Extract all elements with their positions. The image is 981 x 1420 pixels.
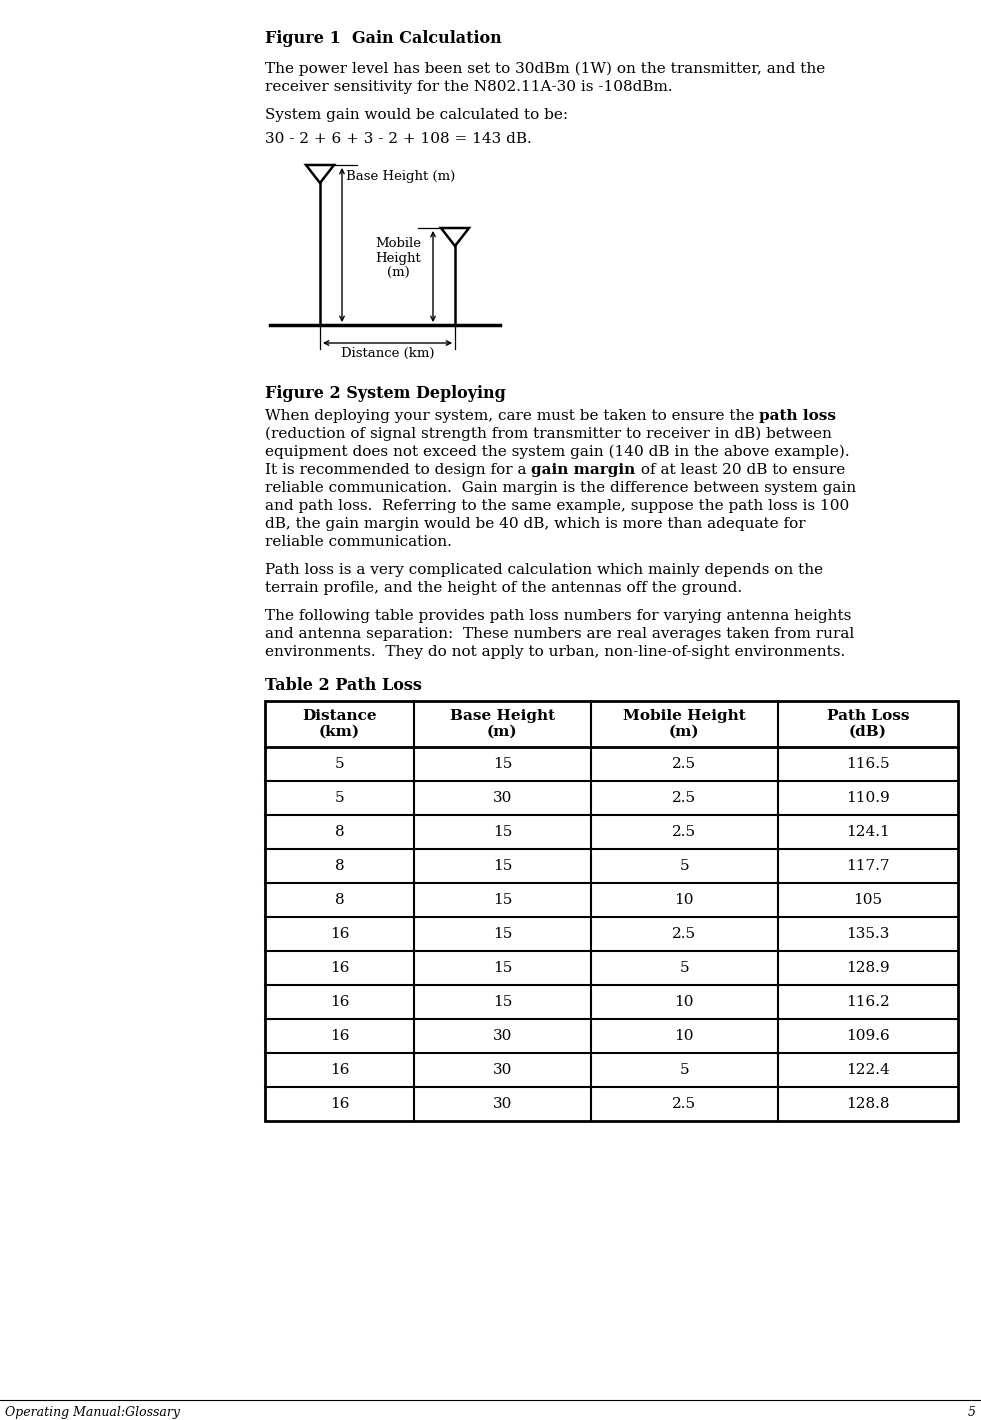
Text: 110.9: 110.9: [846, 791, 890, 805]
Text: 117.7: 117.7: [847, 859, 890, 873]
Text: (reduction of signal strength from transmitter to receiver in dB) between: (reduction of signal strength from trans…: [265, 427, 832, 442]
Text: 8: 8: [335, 893, 344, 907]
Text: Distance (km): Distance (km): [340, 346, 435, 361]
Text: 16: 16: [330, 927, 349, 941]
Text: Mobile Height
(m): Mobile Height (m): [623, 709, 746, 738]
Text: Table 2 Path Loss: Table 2 Path Loss: [265, 677, 422, 694]
Text: 15: 15: [492, 893, 512, 907]
Text: Figure 2 System Deploying: Figure 2 System Deploying: [265, 385, 506, 402]
Text: equipment does not exceed the system gain (140 dB in the above example).: equipment does not exceed the system gai…: [265, 444, 850, 460]
Text: The following table provides path loss numbers for varying antenna heights: The following table provides path loss n…: [265, 609, 852, 623]
Text: 30: 30: [492, 1064, 512, 1076]
Text: and antenna separation:  These numbers are real averages taken from rural: and antenna separation: These numbers ar…: [265, 628, 854, 640]
Text: Base Height (m): Base Height (m): [346, 170, 455, 183]
Text: 30: 30: [492, 1030, 512, 1044]
Text: Path loss is a very complicated calculation which mainly depends on the: Path loss is a very complicated calculat…: [265, 562, 823, 577]
Text: path loss: path loss: [759, 409, 836, 423]
Text: 15: 15: [492, 859, 512, 873]
Text: 124.1: 124.1: [846, 825, 890, 839]
Text: 30 - 2 + 6 + 3 - 2 + 108 = 143 dB.: 30 - 2 + 6 + 3 - 2 + 108 = 143 dB.: [265, 132, 532, 146]
Text: 16: 16: [330, 1098, 349, 1110]
Text: 16: 16: [330, 995, 349, 1010]
Text: 30: 30: [492, 791, 512, 805]
Text: dB, the gain margin would be 40 dB, which is more than adequate for: dB, the gain margin would be 40 dB, whic…: [265, 517, 805, 531]
Text: Figure 1  Gain Calculation: Figure 1 Gain Calculation: [265, 30, 501, 47]
Text: Distance
(km): Distance (km): [302, 709, 377, 738]
Text: System gain would be calculated to be:: System gain would be calculated to be:: [265, 108, 568, 122]
Text: Path Loss
(dB): Path Loss (dB): [827, 709, 909, 738]
Text: 2.5: 2.5: [672, 791, 697, 805]
Text: 116.5: 116.5: [846, 757, 890, 771]
Text: 16: 16: [330, 1064, 349, 1076]
Text: 2.5: 2.5: [672, 757, 697, 771]
Text: Mobile
Height
(m): Mobile Height (m): [375, 237, 421, 280]
Text: 109.6: 109.6: [846, 1030, 890, 1044]
Text: 10: 10: [675, 1030, 694, 1044]
Text: 5: 5: [680, 961, 689, 976]
Text: and path loss.  Referring to the same example, suppose the path loss is 100: and path loss. Referring to the same exa…: [265, 498, 850, 513]
Text: 8: 8: [335, 825, 344, 839]
Text: 15: 15: [492, 995, 512, 1010]
Text: gain margin: gain margin: [532, 463, 636, 477]
Text: Base Height
(m): Base Height (m): [450, 709, 555, 738]
Text: reliable communication.: reliable communication.: [265, 535, 452, 550]
Text: 5: 5: [680, 859, 689, 873]
Text: 128.9: 128.9: [846, 961, 890, 976]
Text: 8: 8: [335, 859, 344, 873]
Text: environments.  They do not apply to urban, non-line-of-sight environments.: environments. They do not apply to urban…: [265, 645, 846, 659]
Text: Operating Manual:Glossary: Operating Manual:Glossary: [5, 1406, 180, 1419]
Text: 122.4: 122.4: [846, 1064, 890, 1076]
Text: 5: 5: [335, 757, 344, 771]
Text: 16: 16: [330, 961, 349, 976]
Text: receiver sensitivity for the N802.11A-30 is -108dBm.: receiver sensitivity for the N802.11A-30…: [265, 80, 673, 94]
Text: terrain profile, and the height of the antennas off the ground.: terrain profile, and the height of the a…: [265, 581, 742, 595]
Text: 116.2: 116.2: [846, 995, 890, 1010]
Text: 15: 15: [492, 927, 512, 941]
Text: 10: 10: [675, 995, 694, 1010]
Bar: [265, 701, 958, 1120]
Text: 5: 5: [968, 1406, 976, 1419]
Text: 15: 15: [492, 757, 512, 771]
Text: 2.5: 2.5: [672, 927, 697, 941]
Text: The power level has been set to 30dBm (1W) on the transmitter, and the: The power level has been set to 30dBm (1…: [265, 62, 825, 77]
Text: 2.5: 2.5: [672, 825, 697, 839]
Text: of at least 20 dB to ensure: of at least 20 dB to ensure: [636, 463, 845, 477]
Text: 135.3: 135.3: [847, 927, 890, 941]
Text: 5: 5: [335, 791, 344, 805]
Text: 5: 5: [680, 1064, 689, 1076]
Text: 105: 105: [853, 893, 883, 907]
Text: 10: 10: [675, 893, 694, 907]
Text: 2.5: 2.5: [672, 1098, 697, 1110]
Text: reliable communication.  Gain margin is the difference between system gain: reliable communication. Gain margin is t…: [265, 481, 856, 496]
Text: 15: 15: [492, 825, 512, 839]
Text: 15: 15: [492, 961, 512, 976]
Text: It is recommended to design for a: It is recommended to design for a: [265, 463, 532, 477]
Text: When deploying your system, care must be taken to ensure the: When deploying your system, care must be…: [265, 409, 759, 423]
Text: 30: 30: [492, 1098, 512, 1110]
Text: 16: 16: [330, 1030, 349, 1044]
Text: 128.8: 128.8: [847, 1098, 890, 1110]
